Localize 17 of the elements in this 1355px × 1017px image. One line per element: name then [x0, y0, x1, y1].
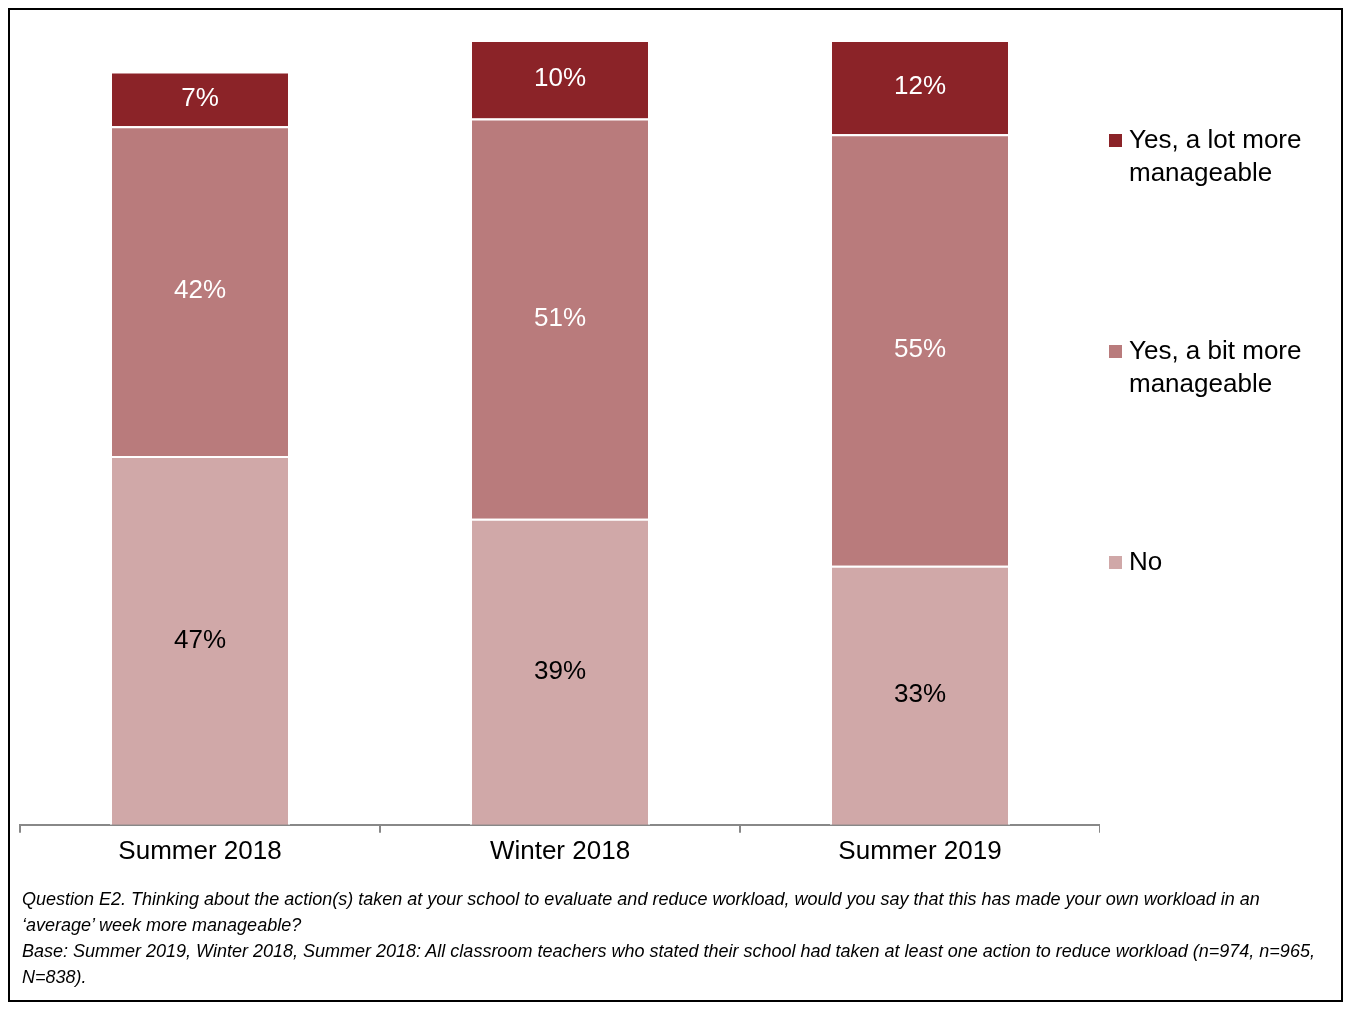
text: Question E2. Thinking about the action(s) taken at your school to evaluate and reduce workload, would you say that this has made your own workload in an ‘average’ week more manageable?: [22, 888, 1261, 937]
data-label: 12%: [893, 70, 947, 101]
legend-label: Yes, a lot more manageable: [1129, 122, 1303, 189]
data-label: 39%: [533, 654, 587, 685]
x-tick-label: Winter 2018: [489, 834, 631, 865]
x-tick-label: Summer 2018: [118, 834, 282, 865]
data-label: 51%: [533, 301, 587, 332]
legend-label: Yes, a bit more manageable: [1129, 333, 1303, 400]
data-label: 42%: [173, 274, 227, 305]
x-tick-label: Summer 2019: [838, 834, 1002, 865]
legend-label: No: [1129, 544, 1163, 578]
data-label: 33%: [893, 678, 947, 709]
data-label: 7%: [181, 82, 219, 113]
text: Base: Summer 2019, Winter 2018, Summer 2018: All classroom teachers who stated their school had taken at least one action to reduce workload (n=974, n=965, N=838).: [22, 940, 1316, 989]
data-label: 10%: [533, 62, 587, 93]
data-label: 55%: [893, 333, 947, 364]
data-label: 47%: [173, 623, 227, 654]
